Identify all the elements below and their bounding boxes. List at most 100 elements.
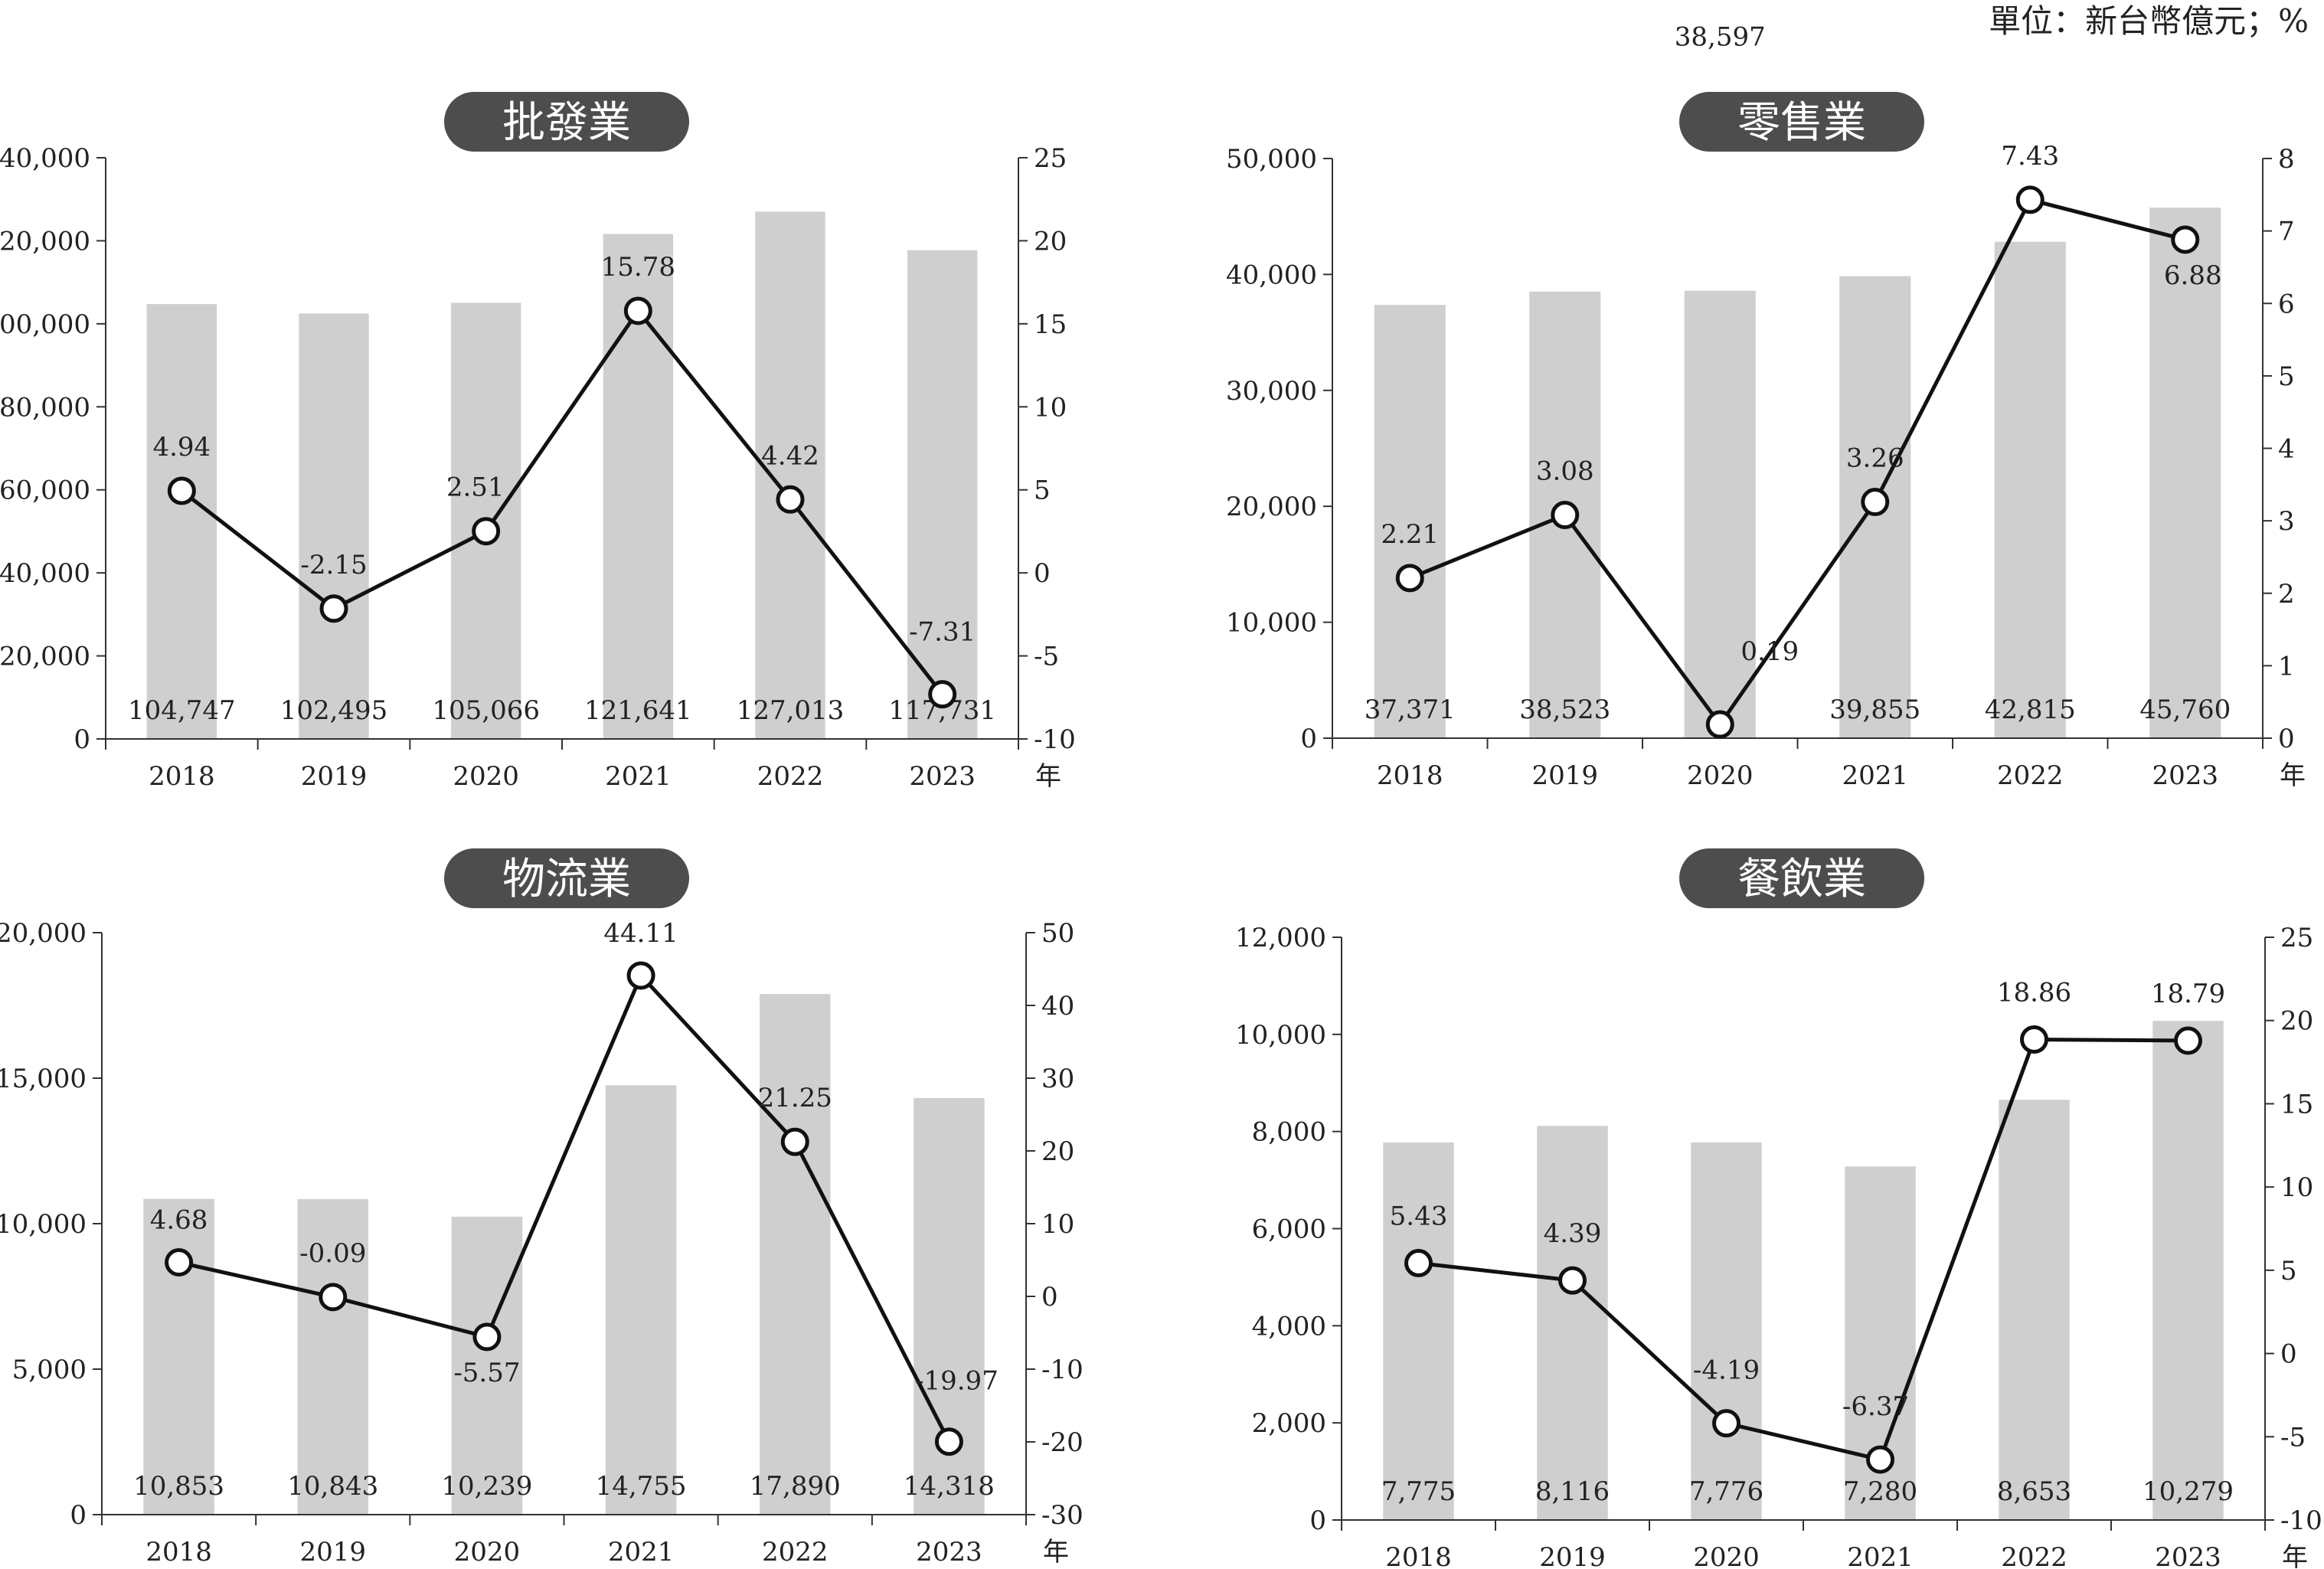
right-tick-label: 15 xyxy=(2280,1089,2313,1120)
bar-value-label: 104,747 xyxy=(128,695,236,726)
bar-2022 xyxy=(755,211,825,739)
growth-value-label: 18.86 xyxy=(1997,978,2071,1008)
x-tick-label: 2021 xyxy=(605,761,672,792)
growth-value-label: 2.51 xyxy=(446,472,505,503)
growth-value-label: 4.42 xyxy=(761,440,819,471)
x-tick-label: 2020 xyxy=(1693,1542,1760,1569)
right-tick-label: -30 xyxy=(1041,1500,1084,1531)
right-tick-label: 20 xyxy=(1034,226,1067,257)
right-tick-label: 5 xyxy=(2280,1256,2297,1286)
left-tick-label: 40,000 xyxy=(0,558,90,589)
right-tick-label: 50 xyxy=(1041,918,1074,949)
growth-value-label: 18.79 xyxy=(2151,979,2225,1009)
bar-2021 xyxy=(605,1085,677,1515)
bar-value-label: 121,641 xyxy=(584,695,692,726)
right-tick-label: 3 xyxy=(2278,506,2295,537)
right-tick-label: 10 xyxy=(1034,392,1067,423)
growth-value-label: 44.11 xyxy=(603,918,678,949)
x-tick-label: 2019 xyxy=(1531,760,1598,791)
growth-point-2021 xyxy=(623,296,652,325)
right-tick-label: 25 xyxy=(2280,923,2313,953)
growth-point-2020 xyxy=(1712,1409,1741,1438)
growth-point-2018 xyxy=(1404,1249,1433,1278)
growth-value-label: -19.97 xyxy=(915,1366,999,1397)
x-tick-label: 2019 xyxy=(1539,1542,1606,1569)
x-tick-label: 2022 xyxy=(757,761,824,792)
x-tick-label: 2021 xyxy=(608,1537,675,1567)
right-tick-label: 2 xyxy=(2278,579,2295,610)
bar-value-label: 45,760 xyxy=(2139,695,2231,725)
right-tick-label: 6 xyxy=(2278,289,2295,319)
growth-point-2020 xyxy=(472,1322,502,1352)
growth-line xyxy=(1409,198,2186,728)
bar-2022 xyxy=(759,994,831,1515)
growth-point-2023 xyxy=(934,1427,963,1456)
right-tick-label: 0 xyxy=(2278,724,2295,754)
year-suffix: 年 xyxy=(1043,1537,1069,1567)
growth-line xyxy=(178,972,951,1443)
right-tick-label: 0 xyxy=(1041,1282,1058,1312)
right-tick-label: 15 xyxy=(1034,309,1067,340)
bar-value-label: 102,495 xyxy=(280,695,388,726)
left-tick-label: 40,000 xyxy=(1226,260,1317,290)
x-tick-label: 2023 xyxy=(2152,760,2218,791)
left-tick-label: 10,000 xyxy=(1235,1020,1326,1051)
bar-value-label: 7,776 xyxy=(1689,1476,1763,1507)
growth-value-label: 7.43 xyxy=(2001,141,2059,172)
bar-value-label: 10,843 xyxy=(287,1471,378,1502)
bar-value-label: 14,755 xyxy=(596,1471,687,1502)
chart-title: 零售業 xyxy=(1737,98,1866,148)
bar-value-label: 7,775 xyxy=(1381,1476,1456,1507)
growth-value-label: 6.88 xyxy=(2164,260,2222,291)
growth-point-2020 xyxy=(1705,710,1734,739)
right-tick-label: -5 xyxy=(1034,642,1059,672)
right-tick-label: 20 xyxy=(1041,1136,1074,1167)
x-tick-label: 2018 xyxy=(145,1537,212,1567)
growth-line xyxy=(180,307,944,696)
right-tick-label: 1 xyxy=(2278,651,2295,682)
bar-value-label: 10,239 xyxy=(441,1471,532,1502)
right-tick-label: 5 xyxy=(2278,361,2295,392)
growth-point-2018 xyxy=(1395,564,1424,593)
bar-value-label: 105,066 xyxy=(432,695,540,726)
growth-point-2023 xyxy=(928,680,957,709)
x-tick-label: 2020 xyxy=(453,761,519,792)
bar-2018 xyxy=(143,1198,214,1515)
x-tick-label: 2019 xyxy=(299,1537,366,1567)
x-tick-label: 2020 xyxy=(1687,760,1754,791)
right-tick-label: -5 xyxy=(2280,1422,2306,1453)
year-suffix: 年 xyxy=(2282,1542,2308,1569)
x-tick-label: 2023 xyxy=(916,1537,982,1567)
left-tick-label: 140,000 xyxy=(0,143,90,174)
chart-title-pill xyxy=(1679,92,1924,152)
x-tick-label: 2022 xyxy=(1997,760,2064,791)
left-tick-label: 0 xyxy=(70,1500,87,1531)
right-tick-label: -20 xyxy=(1041,1427,1084,1458)
left-tick-label: 50,000 xyxy=(1226,144,1317,175)
bar-value-label: 7,280 xyxy=(1843,1476,1917,1507)
chart-panel-3: 物流業 0 5,000 10,000 15,000 20,000 -30 -20 -10 0 10 2… xyxy=(0,848,1084,1567)
bar-2023 xyxy=(907,250,978,739)
bar-2023 xyxy=(2149,208,2221,738)
bar-value-label: 39,855 xyxy=(1829,695,1920,725)
growth-value-label: 5.43 xyxy=(1390,1201,1448,1232)
x-tick-label: 2021 xyxy=(1842,760,1908,791)
left-tick-label: 0 xyxy=(74,724,90,755)
growth-value-label: 4.39 xyxy=(1544,1218,1602,1249)
x-tick-label: 2018 xyxy=(1377,760,1443,791)
chart-title: 物流業 xyxy=(502,855,631,904)
chart-title-pill xyxy=(444,92,689,152)
bar-2019 xyxy=(1537,1126,1608,1520)
growth-point-2018 xyxy=(167,476,196,505)
growth-point-2021 xyxy=(1861,488,1890,517)
growth-line xyxy=(1418,1037,2188,1463)
growth-value-label: 0.19 xyxy=(1741,636,1799,667)
left-tick-label: 0 xyxy=(1300,724,1317,754)
left-tick-label: 15,000 xyxy=(0,1064,87,1094)
left-tick-label: 60,000 xyxy=(0,476,90,506)
chart-panel-4: 餐飲業 0 2,000 4,000 6,000 8,000 10,000 12,000 -10 -… xyxy=(1235,848,2322,1569)
bar-value-label: 14,318 xyxy=(904,1471,995,1502)
bar-2020 xyxy=(1691,1142,1762,1520)
right-tick-label: 4 xyxy=(2278,434,2295,465)
growth-value-label: 3.08 xyxy=(1536,456,1594,487)
